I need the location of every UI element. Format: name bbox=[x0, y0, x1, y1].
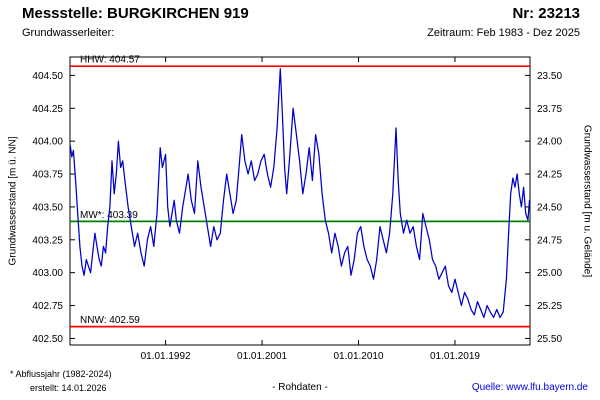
created-date: erstellt: 14.01.2026 bbox=[30, 383, 107, 393]
y-right-tick-label: 25.50 bbox=[537, 334, 562, 345]
y-left-tick-label: 404.25 bbox=[32, 104, 63, 115]
y-left-tick-label: 403.00 bbox=[32, 268, 63, 279]
y-right-tick-label: 24.25 bbox=[537, 170, 562, 181]
y-right-tick-label: 24.75 bbox=[537, 235, 562, 246]
station-number: Nr: 23213 bbox=[512, 5, 580, 22]
y-left-tick-label: 403.50 bbox=[32, 202, 63, 213]
y-left-tick-label: 403.75 bbox=[32, 170, 63, 181]
header: Messstelle: BURGKIRCHEN 919 Nr: 23213 bbox=[22, 5, 580, 22]
ref-line-label-hhw: HHW: 404.57 bbox=[80, 55, 140, 66]
y-left-tick-label: 402.75 bbox=[32, 301, 63, 312]
y-right-tick-label: 24.00 bbox=[537, 137, 562, 148]
x-tick-label: 01.01.2001 bbox=[237, 351, 287, 362]
ref-line-label-nnw: NNW: 402.59 bbox=[80, 315, 140, 326]
x-tick-label: 01.01.1992 bbox=[141, 351, 191, 362]
x-tick-label: 01.01.2010 bbox=[333, 351, 383, 362]
y-right-tick-label: 24.50 bbox=[537, 202, 562, 213]
period-label: Zeitraum: Feb 1983 - Dez 2025 bbox=[427, 27, 580, 39]
footnote-abflussjahr: * Abflussjahr (1982-2024) bbox=[10, 369, 112, 379]
y-right-tick-label: 25.00 bbox=[537, 268, 562, 279]
source-label: Quelle: bbox=[471, 382, 504, 393]
y-left-tick-label: 403.25 bbox=[32, 235, 63, 246]
y-right-tick-label: 23.50 bbox=[537, 71, 562, 82]
page-title: Messstelle: BURGKIRCHEN 919 bbox=[22, 5, 249, 22]
y-right-tick-label: 23.75 bbox=[537, 104, 562, 115]
aquifer-label: Grundwasserleiter: bbox=[22, 27, 115, 39]
y-left-tick-label: 404.00 bbox=[32, 137, 63, 148]
source-line: Quelle: www.lfu.bayern.de bbox=[472, 382, 588, 393]
groundwater-series-line bbox=[70, 68, 530, 319]
subheader: Grundwasserleiter: Zeitraum: Feb 1983 - … bbox=[22, 27, 580, 39]
y-left-tick-label: 404.50 bbox=[32, 71, 63, 82]
y-right-tick-label: 25.25 bbox=[537, 301, 562, 312]
x-tick-label: 01.01.2019 bbox=[430, 351, 480, 362]
y-left-tick-label: 402.50 bbox=[32, 334, 63, 345]
source-link[interactable]: www.lfu.bayern.de bbox=[506, 382, 588, 393]
